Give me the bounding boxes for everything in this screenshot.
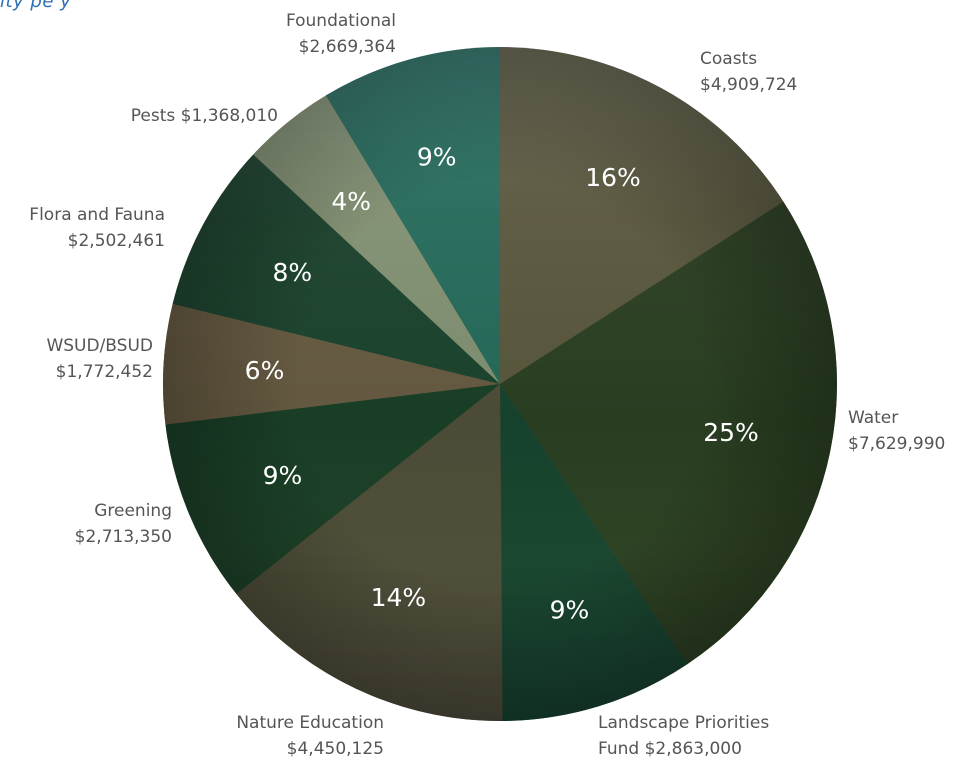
chart-title-cropped: ity pe y — [0, 0, 72, 12]
pie-percent-water: 25% — [703, 418, 759, 447]
pie-label-flora-and-fauna: Flora and Fauna $2,502,461 — [29, 205, 165, 251]
pie-percent-landscape-priorities-fund: 9% — [550, 595, 590, 624]
pie-label-greening: Greening $2,713,350 — [75, 501, 172, 547]
pie-percent-pests: 4% — [331, 187, 371, 216]
pie-label-pests: Pests $1,368,010 — [131, 106, 278, 126]
pie-percent-wsud-bsud: 6% — [245, 356, 285, 385]
pie-label-nature-education: Nature Education $4,450,125 — [236, 713, 384, 759]
pie-percent-flora-and-fauna: 8% — [273, 258, 313, 287]
pie-percent-nature-education: 14% — [371, 583, 427, 612]
pie-percent-coasts: 16% — [585, 163, 641, 192]
pie-percent-greening: 9% — [263, 461, 303, 490]
pie-percent-foundational: 9% — [417, 143, 457, 172]
pie-label-landscape-priorities-fund: Landscape Priorities Fund $2,863,000 — [598, 713, 769, 759]
pie-label-foundational: Foundational $2,669,364 — [286, 11, 396, 57]
pie-label-coasts: Coasts $4,909,724 — [700, 49, 797, 95]
pie-label-water: Water $7,629,990 — [848, 408, 945, 454]
pie-label-wsud-bsud: WSUD/BSUD $1,772,452 — [46, 336, 153, 382]
